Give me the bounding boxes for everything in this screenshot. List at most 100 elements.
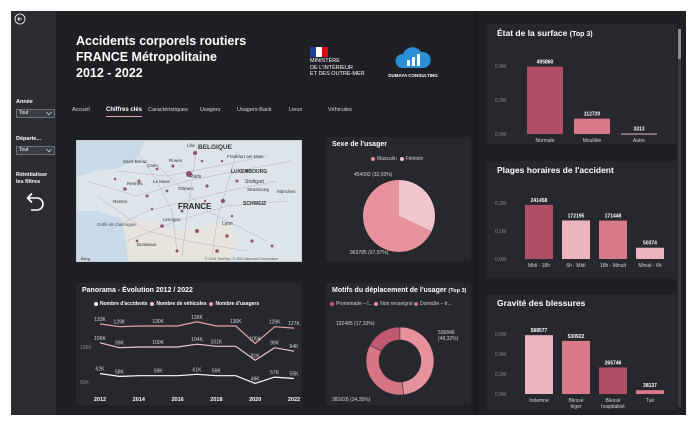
x-category-label: Mouillée xyxy=(583,138,602,144)
pie-slice-masculin[interactable] xyxy=(363,180,432,252)
motifs-legend: Promenade – l... Non renseigné Domicile … xyxy=(330,301,452,307)
x-category-label: Normale xyxy=(536,138,555,144)
bar-1[interactable] xyxy=(562,220,590,259)
bar-value-label: 38137 xyxy=(643,383,657,389)
gravite-card: Gravité des blessures 0,6M 0,4M 0,2M 0,0M 58… xyxy=(487,294,677,410)
map-label-luxembourg: LUXEMBOURG xyxy=(231,169,267,175)
line-data-label: 100K xyxy=(152,340,164,346)
legend-dot-masculin xyxy=(371,156,375,161)
map-label-caen: Caen xyxy=(147,163,158,168)
bar-3[interactable] xyxy=(636,390,664,394)
consulting-name: DUMAYA CONSULTING xyxy=(388,73,438,78)
title-line-3: 2012 - 2022 xyxy=(76,66,143,80)
departement-label: Départe... xyxy=(16,136,42,142)
map-label-bordeaux: Bordeaux xyxy=(137,242,157,247)
legend-non-renseigne: Non renseigné xyxy=(380,301,413,307)
donut-slice-domicile[interactable] xyxy=(365,344,404,396)
bar-3[interactable] xyxy=(636,247,664,259)
map-canvas: BELGIQUE LUXEMBOURG FRANCE Paris Nantes … xyxy=(77,141,301,261)
tab-lieux[interactable]: Lieux xyxy=(289,107,303,113)
bar-0[interactable] xyxy=(525,335,553,394)
legend-vehicules: Nombre de véhicules xyxy=(156,301,207,307)
map-label-le-mans: Le Mans xyxy=(153,179,171,184)
donut-slice-non-renseigne[interactable] xyxy=(399,326,435,396)
legend-domicile: Domicile – tr... xyxy=(420,301,452,307)
tab-vehicules[interactable]: Véhicules xyxy=(328,107,352,113)
x-category-label: Blessé xyxy=(605,398,620,404)
tab-chiffres-cles[interactable]: Chiffres clés xyxy=(106,107,143,117)
surface-title-small: (Top 3) xyxy=(569,31,593,38)
annee-select[interactable]: Tout xyxy=(16,109,55,118)
map-label-munchen: München xyxy=(277,189,296,194)
bar-2[interactable] xyxy=(599,367,627,394)
bar-0[interactable] xyxy=(527,66,563,134)
line-data-label: 55K xyxy=(290,372,300,378)
y-tick-label: 0,4M xyxy=(495,64,506,70)
tab-accueil[interactable]: Accueil xyxy=(72,107,90,113)
legend-dot-accidents xyxy=(94,301,98,306)
y-tick-label: 50K xyxy=(80,380,90,386)
map-label-golfe: Golfe de Gascogne xyxy=(97,222,136,227)
tab-caracteristiques[interactable]: Caractéristiques xyxy=(148,107,188,113)
sexe-legend: Masculin Féminin xyxy=(371,156,423,162)
line-data-label: 101K xyxy=(211,339,223,345)
plages-bar-chart: 0,2M 0,1M 0,0M 241458 Midi - 18h 172195 6h - M… xyxy=(495,198,664,269)
map-label-lyon: Lyon xyxy=(222,221,233,227)
x-tick-label: 2020 xyxy=(249,397,261,403)
bar-1[interactable] xyxy=(562,340,590,394)
motifs-title: Motifs du déplacement de l'usager xyxy=(332,287,447,294)
sexe-pie-chart: 454092 (32,03%) 963785 (67,97%) xyxy=(350,172,435,256)
scrollbar-track[interactable] xyxy=(678,29,681,407)
x-category-label: Midi - 18h xyxy=(528,263,550,269)
panorama-title: Panorama - Évolution 2012 / 2022 xyxy=(82,287,193,294)
legend-dot-vehicules xyxy=(150,301,155,306)
scrollbar-thumb[interactable] xyxy=(678,29,681,59)
tab-usagers-back[interactable]: Usagers-Back xyxy=(237,107,272,113)
y-tick-label: 0,0M xyxy=(495,132,506,138)
bar-1[interactable] xyxy=(574,118,610,134)
tab-usagers[interactable]: Usagers xyxy=(200,107,221,113)
line-data-label: 48K xyxy=(251,376,261,382)
legend-usagers: Nombre d'usagers xyxy=(215,301,260,307)
bar-value-label: 112720 xyxy=(584,112,601,118)
x-category-label: 6h - Midi xyxy=(566,263,585,269)
ministry-line-2: DE L'INTÉRIEUR xyxy=(310,64,353,71)
line-data-label: 130K xyxy=(230,319,242,325)
accidents-map[interactable]: BELGIQUE LUXEMBOURG FRANCE Paris Nantes … xyxy=(76,140,302,262)
map-label-stuttgart: Stuttgart xyxy=(245,179,265,185)
map-attribution: © 2023 TomTom, © 2023 Microsoft Corporat… xyxy=(205,257,278,261)
map-label-paris: Paris xyxy=(190,174,202,180)
x-category-label: Minuit - 6h xyxy=(638,263,662,269)
bar-2[interactable] xyxy=(599,220,627,259)
line-data-label: 62K xyxy=(96,367,106,373)
line-data-label: 99K xyxy=(270,341,280,347)
bar-2[interactable] xyxy=(621,133,657,135)
bar-0[interactable] xyxy=(525,204,553,259)
legend-dot-non-renseigne xyxy=(374,301,379,306)
x-category-label: 18h - Minuit xyxy=(600,263,627,269)
map-label-belgique: BELGIQUE xyxy=(198,144,233,151)
pie-slice-feminin[interactable] xyxy=(399,180,435,232)
x-category-label: hospitalisé xyxy=(601,404,625,410)
donut-label-non-renseigne-b: (48,32%) xyxy=(438,336,459,342)
map-label-france: FRANCE xyxy=(178,202,212,211)
surface-title-wrap: État de la surface (Top 3) xyxy=(497,28,593,38)
motifs-donut-chart: 192485 (17,33%) 536846 (48,32%) 381628 (… xyxy=(332,321,459,403)
legend-promenade: Promenade – l... xyxy=(336,301,373,307)
x-tick-label: 2016 xyxy=(171,397,183,403)
line-data-label: 127K xyxy=(288,321,300,327)
back-arrow-icon[interactable] xyxy=(14,13,26,25)
departement-select[interactable]: Tout xyxy=(16,146,55,155)
ministry-line-3: ET DES OUTRE-MER xyxy=(310,71,365,77)
map-label-limoges: Limoges xyxy=(163,217,181,222)
reset-undo-icon[interactable] xyxy=(21,189,47,215)
line-data-label: 99K xyxy=(115,341,125,347)
x-category-label: Autre xyxy=(633,138,645,144)
map-label-saint-brieuc: Saint-Brieuc xyxy=(123,159,148,164)
accident-dots xyxy=(113,151,274,253)
main-content: Accidents corporels routiers FRANCE Métr… xyxy=(56,11,474,415)
line-data-label: 59K xyxy=(212,369,222,375)
y-tick-label: 0,4M xyxy=(495,352,506,358)
line-data-label: 81K xyxy=(251,353,261,359)
page-title: Accidents corporels routiers FRANCE Métr… xyxy=(76,33,246,81)
